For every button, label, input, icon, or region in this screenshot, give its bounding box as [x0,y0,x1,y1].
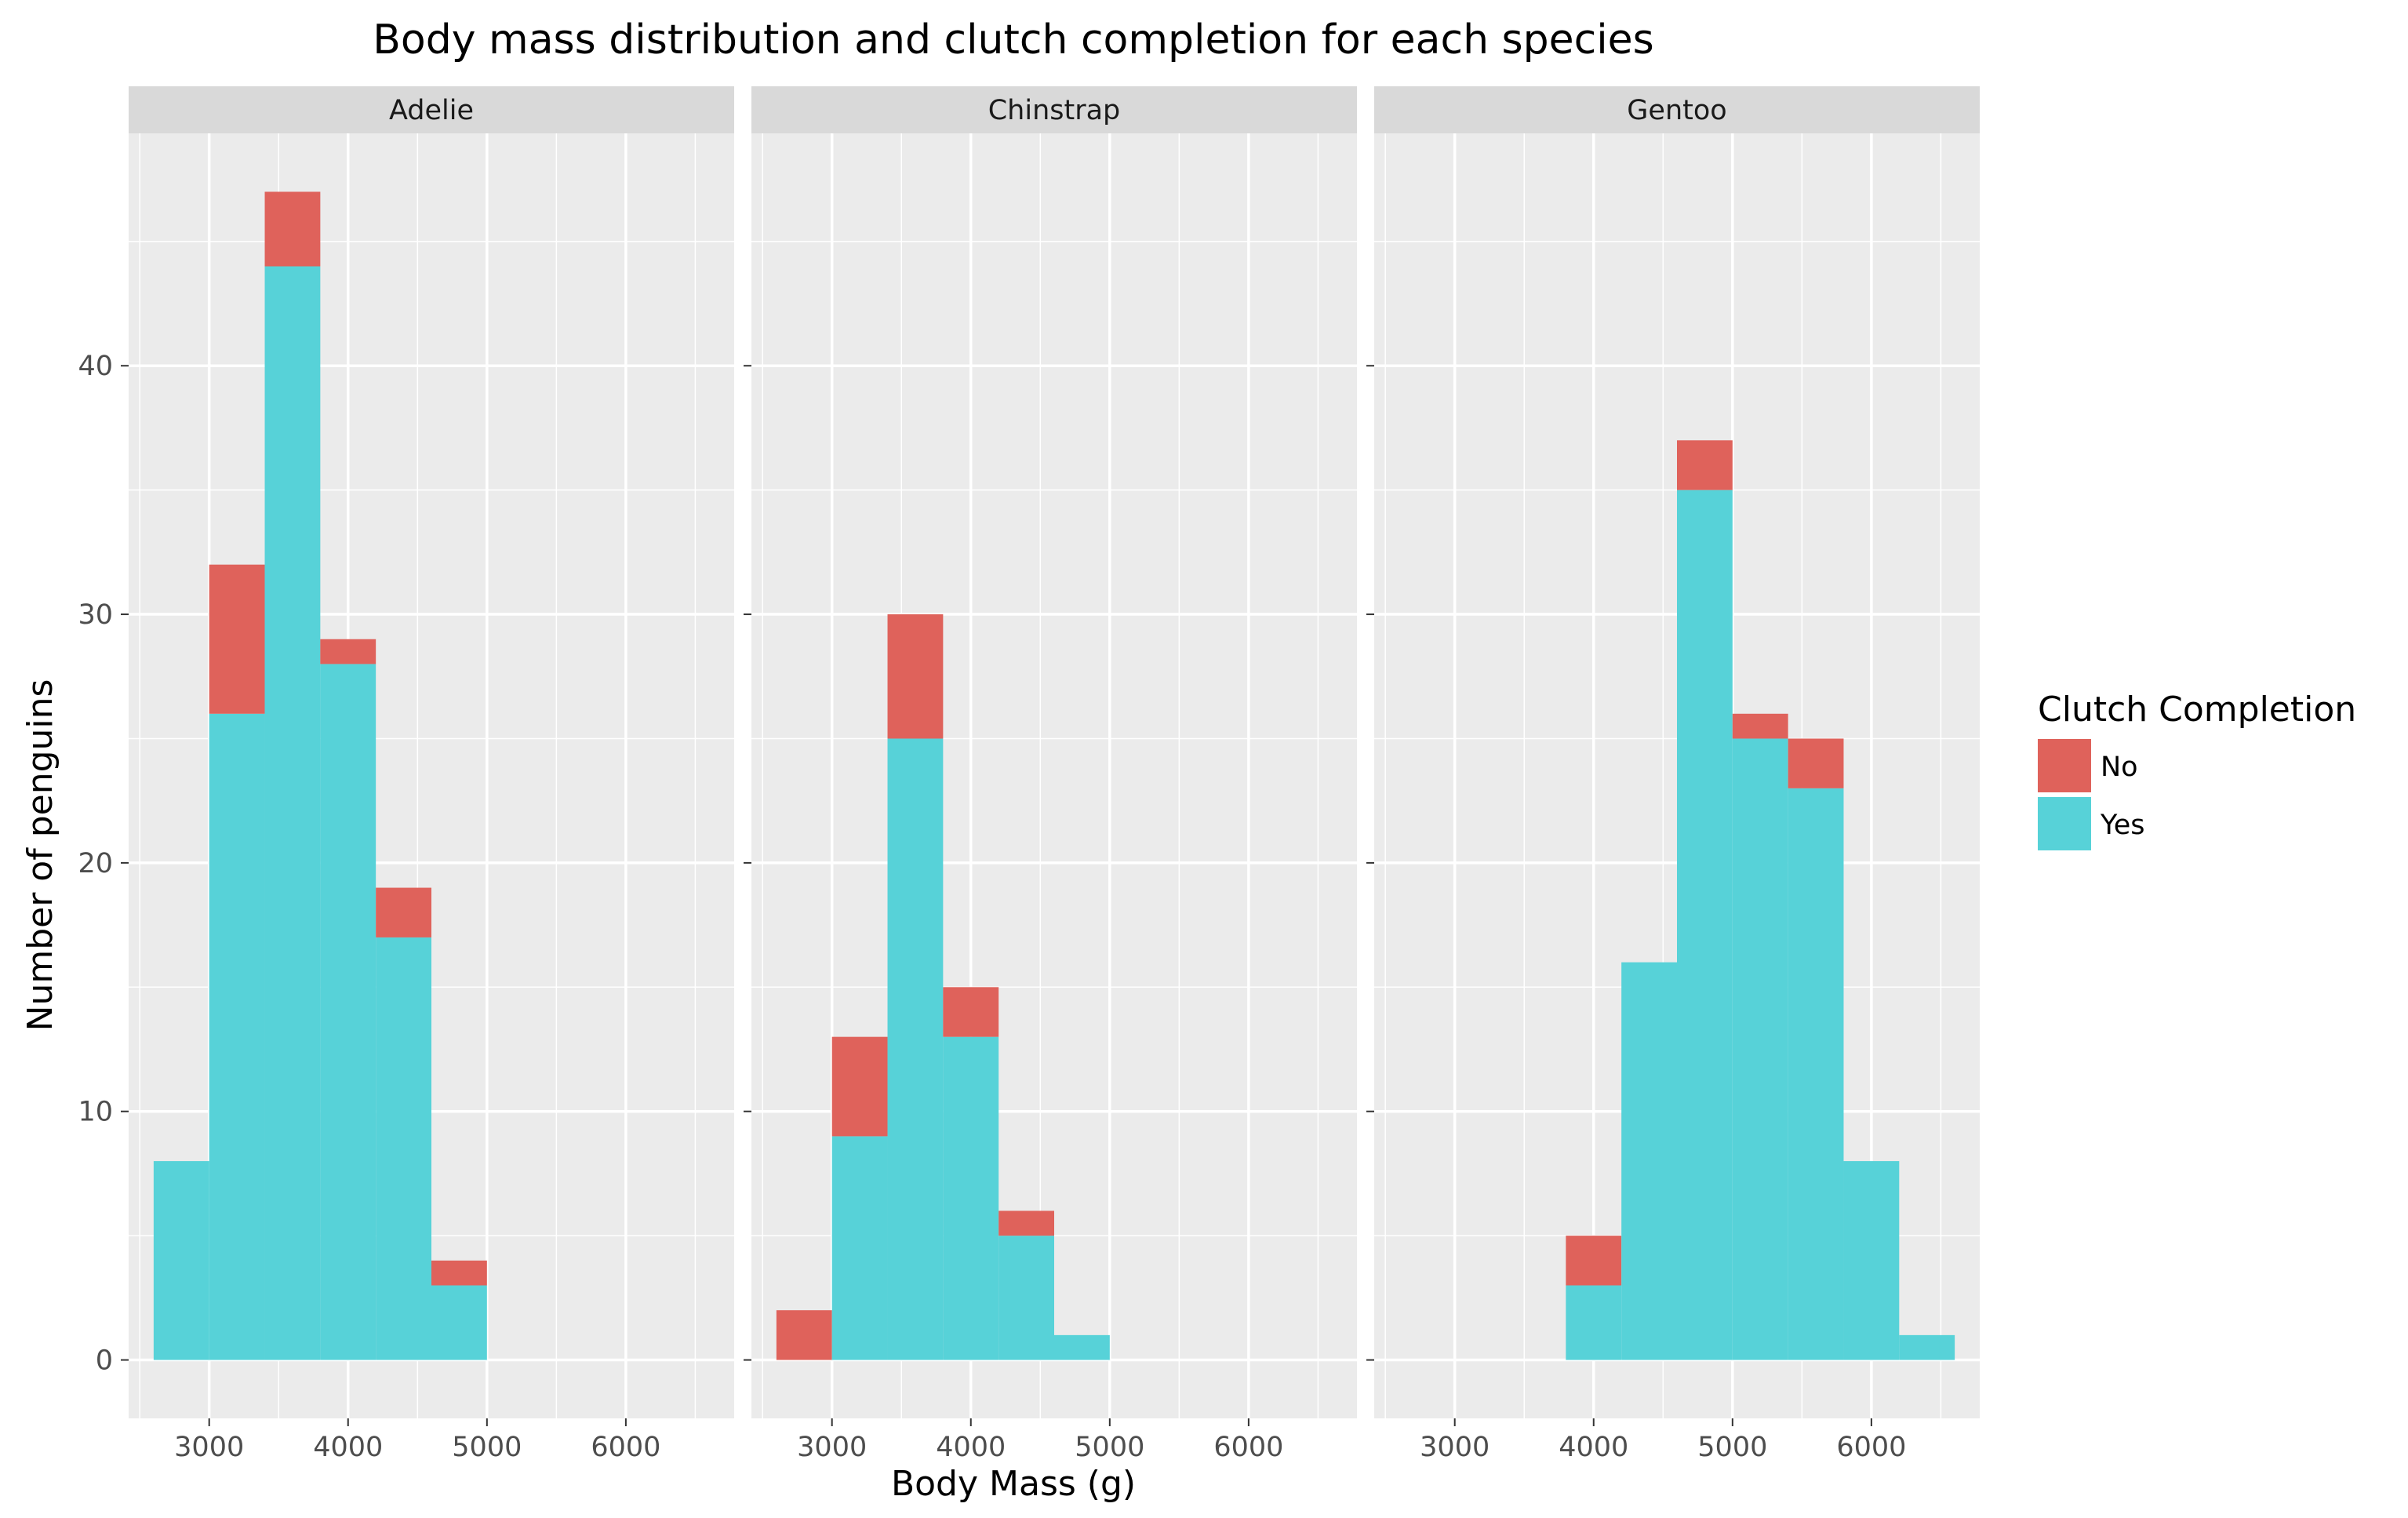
facet-strip [1374,86,1980,133]
legend-label-no: No [2101,752,2138,783]
x-tick-label: 5000 [1697,1432,1767,1463]
x-tick-label: 6000 [1213,1432,1283,1463]
legend-items: No Yes [2038,739,2145,850]
facet-label-gentoo: Gentoo [1627,95,1726,126]
bar-no [831,1036,888,1137]
bar-yes [1788,788,1844,1360]
x-tick-label: 6000 [591,1432,660,1463]
bar-no [1732,713,1788,739]
legend-label-yes: Yes [2100,810,2145,841]
bar-yes [1566,1285,1622,1360]
legend-key-no [2038,739,2091,792]
bar-yes [887,738,944,1360]
facet-label-adelie: Adelie [389,95,474,126]
bar-yes [943,1036,999,1360]
facet-strip [751,86,1357,133]
panel-gentoo: Gentoo 3000 4000 5000 6000 [1366,86,1980,1463]
bar-no [1566,1236,1622,1286]
chart-title: Body mass distribution and clutch comple… [373,16,1654,64]
bar-yes [1621,962,1677,1360]
bar-no [887,614,944,739]
x-tick-label: 5000 [452,1432,522,1463]
x-tick-label: 3000 [1420,1432,1490,1463]
facet-panels: Adelie 3000 4000 5000 6000 0 10 20 30 40 Chinstrap… [78,86,1980,1463]
bar-yes [1899,1334,1955,1360]
bar-no [776,1310,832,1360]
y-tick-label: 0 [96,1345,113,1377]
x-tick-label: 4000 [936,1432,1006,1463]
legend-key-yes [2038,797,2091,850]
panel-adelie: Adelie 3000 4000 5000 6000 0 10 20 30 40 [78,86,734,1463]
x-tick-label: 3000 [174,1432,244,1463]
bar-yes [431,1285,487,1360]
x-tick-label: 4000 [313,1432,383,1463]
bar-yes [1843,1161,1900,1360]
x-tick-label: 6000 [1836,1432,1906,1463]
bar-yes [153,1161,209,1360]
x-tick-label: 4000 [1559,1432,1628,1463]
bar-no [209,564,265,714]
y-axis-title: Number of penguins [20,679,60,1032]
bar-yes [1677,490,1733,1360]
x-axis-title: Body Mass (g) [891,1464,1136,1504]
y-tick-label: 40 [78,351,113,382]
bar-yes [1732,738,1788,1360]
bar-no [1788,738,1844,788]
legend: Clutch Completion No Yes [2038,690,2356,850]
bar-yes [209,713,265,1360]
y-tick-label: 30 [78,599,113,631]
x-tick-label: 3000 [797,1432,867,1463]
bar-no [264,191,321,267]
bar-no [943,987,999,1037]
facet-strip [129,86,734,133]
bar-no [1677,440,1733,490]
bar-yes [264,266,321,1360]
bar-no [998,1210,1054,1236]
legend-title: Clutch Completion [2038,690,2356,730]
bar-yes [376,937,431,1360]
bar-yes [320,664,376,1360]
bar-no [376,887,431,937]
x-tick-label: 5000 [1075,1432,1144,1463]
bar-yes [998,1236,1054,1360]
legend-item-yes: Yes [2038,797,2145,850]
legend-item-no: No [2038,739,2138,792]
panel-chinstrap: Chinstrap 3000 4000 5000 6000 [744,86,1357,1463]
bar-no [320,639,376,664]
y-tick-label: 20 [78,848,113,879]
bar-yes [1054,1334,1110,1360]
bar-yes [831,1136,888,1360]
y-tick-label: 10 [78,1097,113,1128]
bar-no [431,1260,487,1286]
facet-label-chinstrap: Chinstrap [988,95,1121,126]
